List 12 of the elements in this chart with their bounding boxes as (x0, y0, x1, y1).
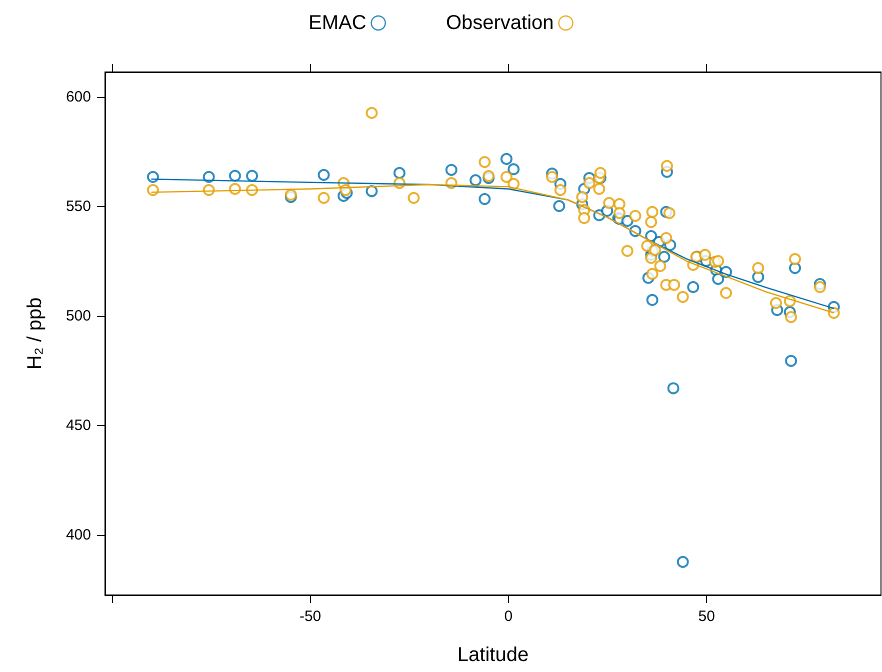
y-axis-title: H₂ / ppb (24, 297, 46, 370)
x-axis-title: Latitude (457, 644, 529, 666)
y-tick-label: 400 (66, 526, 91, 544)
y-tick-label: 600 (66, 88, 91, 106)
x-tick-label: 50 (698, 608, 715, 625)
x-tick-label: 0 (504, 608, 513, 625)
y-tick-label: 500 (66, 307, 91, 324)
legend-label: Observation (446, 12, 554, 34)
x-tick-label: -50 (299, 608, 322, 625)
legend-label: EMAC (308, 12, 366, 34)
y-tick-label: 550 (66, 198, 91, 215)
y-tick-label: 450 (66, 416, 91, 434)
